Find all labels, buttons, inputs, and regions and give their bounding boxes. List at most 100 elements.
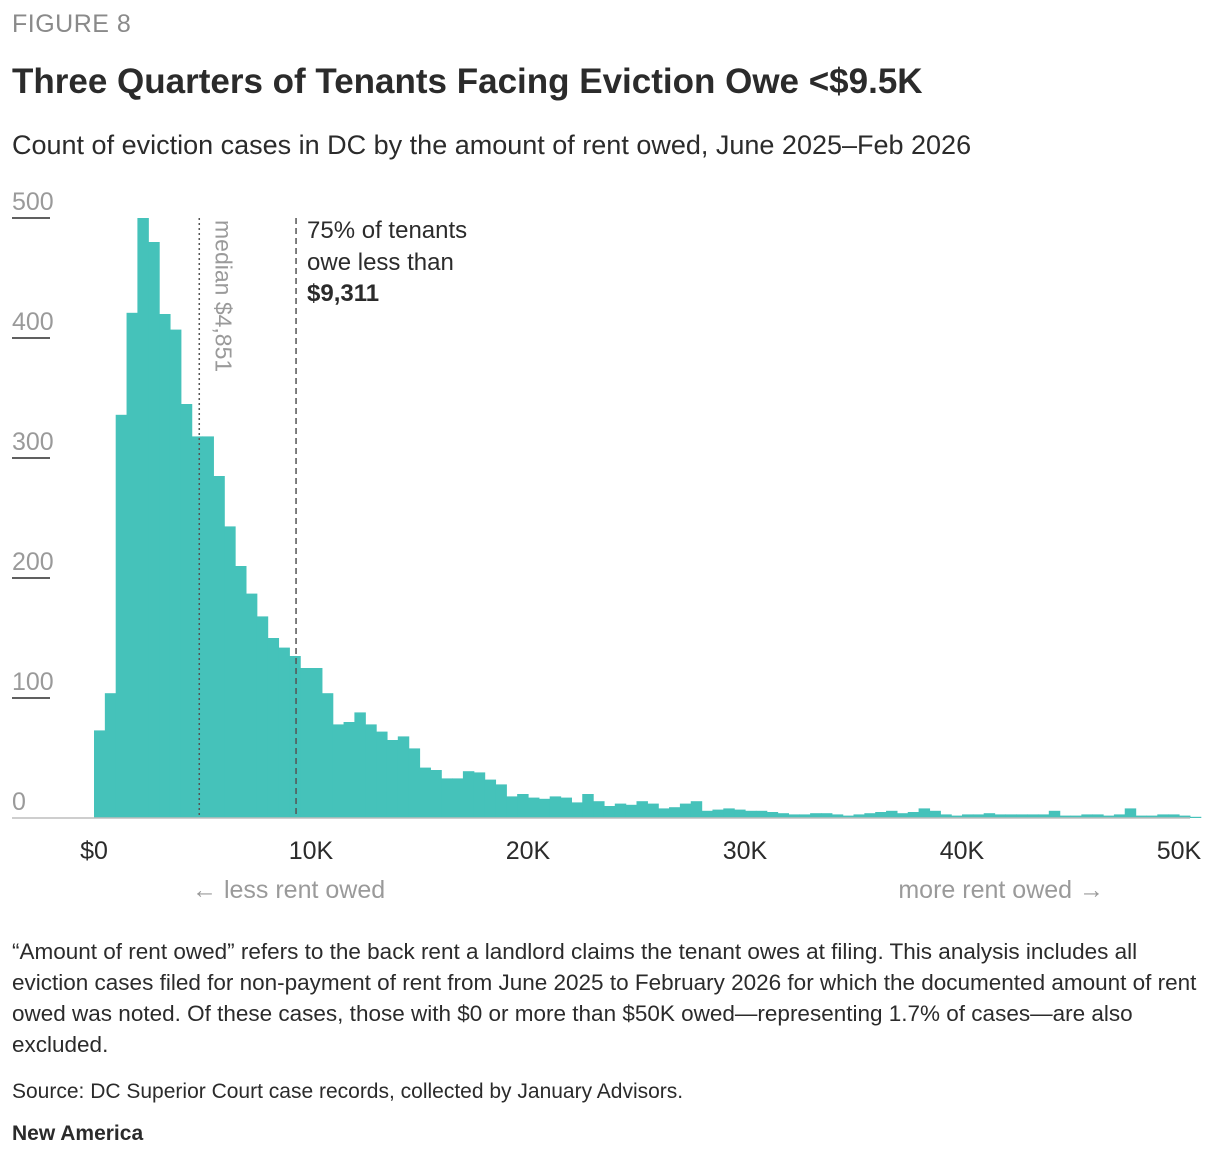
- y-axis: 500 400 300 200 100 0: [12, 188, 54, 816]
- histogram-bar: [951, 815, 963, 818]
- histogram-bar: [517, 794, 529, 818]
- histogram-bar: [1168, 814, 1180, 818]
- histogram-bar: [224, 526, 236, 818]
- histogram-bar: [528, 797, 540, 818]
- histogram-bar: [777, 813, 789, 818]
- histogram-bar: [593, 801, 605, 818]
- histogram-bar: [1048, 810, 1061, 818]
- source-line: Source: DC Superior Court case records, …: [12, 1080, 684, 1103]
- histogram-bar: [538, 798, 551, 818]
- p75-label-line1: 75% of tenants: [307, 217, 467, 244]
- histogram-bar: [701, 810, 714, 818]
- x-tick-label: 50K: [1157, 837, 1202, 865]
- histogram-bar: [755, 810, 768, 818]
- histogram-bar: [560, 797, 572, 818]
- x-tick-label: 30K: [723, 837, 768, 865]
- histogram-bar: [983, 813, 996, 818]
- histogram-bar: [354, 712, 366, 818]
- histogram-bar: [1059, 815, 1072, 818]
- histogram-bar: [1037, 814, 1050, 818]
- histogram-bar: [658, 808, 670, 818]
- histogram-bar: [289, 656, 301, 818]
- p75-label-line2: owe less than: [307, 249, 454, 276]
- histogram-bar: [994, 814, 1006, 818]
- histogram-bar: [853, 814, 865, 818]
- histogram-bar: [1092, 814, 1104, 818]
- histogram-bar: [452, 778, 464, 818]
- histogram-bar: [875, 812, 887, 818]
- histogram-bar: [766, 812, 779, 818]
- histogram-bar: [886, 810, 898, 818]
- brand-name: New America: [12, 1122, 144, 1145]
- histogram-bar: [1157, 814, 1169, 818]
- histogram-bar: [571, 802, 583, 818]
- x-tick-label: $0: [80, 837, 108, 865]
- histogram-bar: [278, 647, 290, 818]
- histogram-bar: [734, 809, 746, 818]
- histogram-bar: [495, 784, 507, 818]
- histogram-bar: [896, 813, 909, 818]
- histogram-bar: [1027, 814, 1039, 818]
- median-label: median $4,851: [210, 220, 236, 372]
- histogram-bar: [820, 813, 833, 818]
- histogram-bar: [191, 436, 204, 818]
- histogram-bar: [104, 693, 117, 818]
- histogram-bar: [831, 814, 844, 818]
- histogram-bar: [202, 436, 214, 818]
- histogram-bar: [1103, 815, 1115, 818]
- histogram-bar: [332, 724, 345, 818]
- chart-subtitle: Count of eviction cases in DC by the amo…: [12, 130, 972, 160]
- histogram-bar: [549, 796, 562, 818]
- histogram-bar: [159, 314, 171, 818]
- histogram-bar: [669, 807, 681, 818]
- histogram-bar: [376, 731, 388, 818]
- histogram-bar: [126, 312, 138, 818]
- histogram-bar: [745, 810, 757, 818]
- histogram-bar: [647, 803, 659, 818]
- histogram-bar: [256, 616, 269, 818]
- histogram-bar: [441, 778, 453, 818]
- less-rent-owed-label: ← less rent owed: [192, 876, 386, 904]
- y-tick-label: 200: [12, 548, 54, 576]
- histogram-bar: [1189, 816, 1202, 818]
- histogram-bar: [1146, 815, 1158, 818]
- histogram-bar: [115, 414, 128, 818]
- p75-value-label: $9,311: [307, 280, 379, 307]
- histogram-bars: [94, 218, 1202, 818]
- histogram-bar: [1135, 815, 1148, 818]
- histogram-bar: [864, 813, 876, 818]
- histogram-bar: [625, 804, 638, 818]
- histogram-bar: [94, 730, 106, 818]
- histogram-bar: [1070, 815, 1082, 818]
- histogram-bar: [267, 638, 280, 818]
- histogram-bar: [940, 814, 952, 818]
- histogram-bar: [679, 803, 692, 818]
- histogram-bar: [386, 740, 399, 818]
- histogram-bar: [365, 724, 377, 818]
- histogram-bar: [614, 803, 627, 818]
- histogram-bar: [723, 808, 735, 818]
- chart-title: Three Quarters of Tenants Facing Evictio…: [12, 62, 923, 101]
- histogram-bar: [842, 815, 855, 818]
- histogram-bar: [1179, 815, 1191, 818]
- histogram-bar: [582, 794, 594, 818]
- histogram-bar: [408, 748, 421, 818]
- histogram-bar: [962, 814, 974, 818]
- y-tick-label: 100: [12, 668, 54, 696]
- y-tick-label: 400: [12, 308, 54, 336]
- histogram-bar: [712, 809, 724, 818]
- histogram-chart: 500 400 300 200 100 0 $0 10K 20K 30K 40K 50K media…: [12, 188, 1202, 865]
- histogram-bar: [169, 329, 182, 818]
- histogram-bar: [788, 814, 800, 818]
- histogram-bar: [690, 801, 703, 818]
- histogram-bar: [321, 693, 334, 818]
- histogram-bar: [473, 772, 486, 818]
- histogram-bar: [148, 242, 160, 818]
- x-tick-label: 20K: [506, 837, 551, 865]
- histogram-bar: [929, 810, 941, 818]
- y-tick-label: 500: [12, 188, 54, 216]
- histogram-bar: [1016, 814, 1028, 818]
- histogram-bar: [506, 796, 518, 818]
- histogram-bar: [397, 736, 410, 818]
- histogram-bar: [235, 566, 247, 818]
